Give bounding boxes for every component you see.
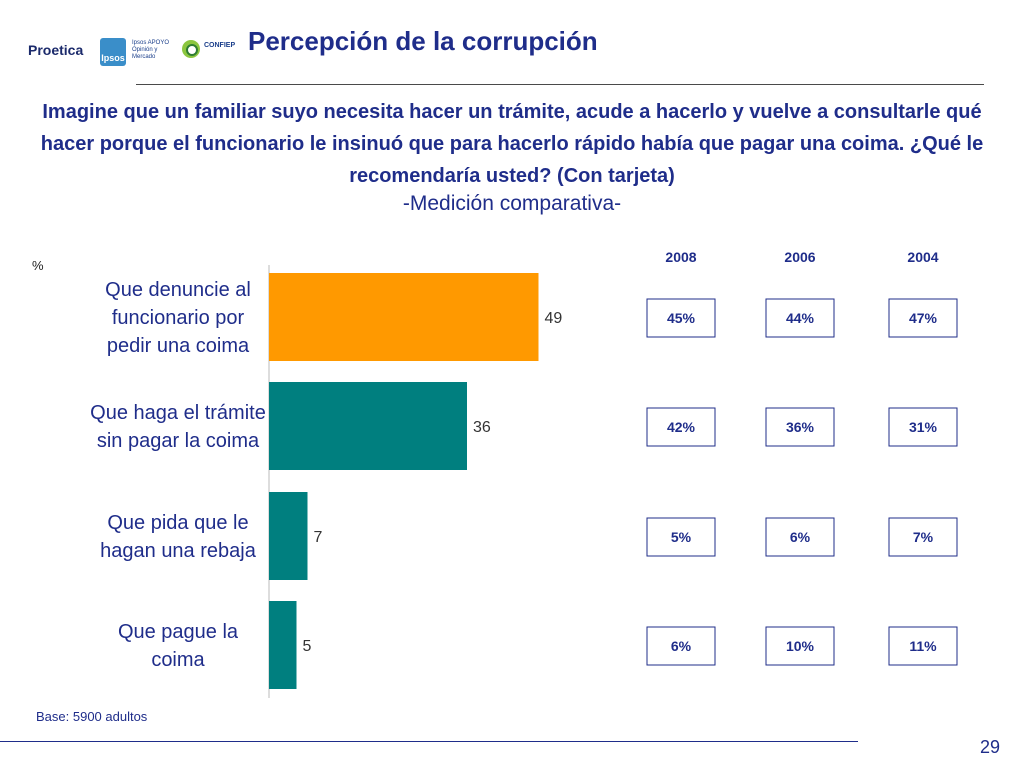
- logos: Proetica Ipsos Ipsos APOYO Opinión y Mer…: [24, 34, 246, 74]
- comparison-value-1-2: 31%: [909, 419, 938, 435]
- category-label-2: Que pida que le hagan una rebaja: [100, 512, 257, 562]
- ipsos-logo: Ipsos: [100, 38, 126, 66]
- comparison-value-0-2: 47%: [909, 310, 938, 326]
- unit-label: %: [32, 258, 44, 273]
- category-label-line: funcionario por: [112, 307, 245, 329]
- comparison-value-2-2: 7%: [913, 529, 934, 545]
- proetica-wordmark: Proetica: [28, 42, 84, 58]
- comparison-box-0-1: [765, 298, 835, 338]
- category-label-1: Que haga el trámite sin pagar la coima: [90, 402, 266, 452]
- bar-3: [269, 601, 297, 689]
- category-label-line: sin pagar la coima: [97, 430, 260, 452]
- survey-question: Imagine que un familiar suyo necesita ha…: [40, 101, 984, 187]
- page-subtitle: -Medición comparativa-: [402, 192, 622, 215]
- comparison-value-1-0: 42%: [667, 419, 696, 435]
- comparison-value-0-1: 44%: [786, 310, 815, 326]
- comparison-box-1-0: [646, 407, 716, 447]
- comparison-box-2-2: [888, 517, 958, 557]
- title-divider: [136, 84, 984, 85]
- comparison-box-3-1: [765, 626, 835, 666]
- year-header-2008: 2008: [665, 249, 696, 265]
- ipsos-logo-text: Ipsos APOYO Opinión y Mercado: [132, 40, 170, 60]
- comparison-value-3-0: 6%: [671, 638, 692, 654]
- comparison-value-1-1: 36%: [786, 419, 815, 435]
- confiep-logo: CONFIEP: [180, 38, 246, 66]
- comparison-box-1-2: [888, 407, 958, 447]
- category-label-0: Que denuncie al funcionario por pedir una …: [105, 279, 251, 357]
- comparison-value-0-0: 45%: [667, 310, 696, 326]
- category-label-line: Que pida que le: [107, 512, 248, 534]
- comparison-box-0-0: [646, 298, 716, 338]
- comparison-box-2-0: [646, 517, 716, 557]
- bar-2: [269, 492, 308, 580]
- comparison-value-2-0: 5%: [671, 529, 692, 545]
- page-title: Percepción de la corrupción: [248, 26, 598, 56]
- bar-0: [269, 273, 539, 361]
- comparison-value-3-1: 10%: [786, 638, 815, 654]
- value-label-2: 7: [314, 529, 323, 546]
- category-label-line: hagan una rebaja: [100, 540, 257, 562]
- category-label-3: Que pague la coima: [118, 621, 239, 671]
- footer-divider: [0, 741, 858, 742]
- category-label-line: Que pague la: [118, 621, 239, 643]
- base-note: Base: 5900 adultos: [36, 709, 148, 724]
- comparison-box-3-2: [888, 626, 958, 666]
- bar-1: [269, 382, 467, 470]
- confiep-wordmark: CONFIEP: [204, 42, 236, 49]
- year-header-2006: 2006: [784, 249, 815, 265]
- page-number: 29: [980, 737, 1001, 757]
- category-label-line: coima: [151, 649, 205, 671]
- comparison-value-2-1: 6%: [790, 529, 811, 545]
- comparison-box-3-0: [646, 626, 716, 666]
- comparison-value-3-2: 11%: [909, 638, 937, 654]
- category-label-line: Que denuncie al: [105, 279, 251, 301]
- category-label-line: Que haga el trámite: [90, 402, 266, 424]
- bar-chart: 2008 2006 2004 49 Que denuncie al funcionario…: [90, 249, 958, 698]
- proetica-logo: Proetica: [24, 34, 90, 74]
- value-label-1: 36: [473, 419, 491, 436]
- value-label-0: 49: [545, 310, 563, 327]
- comparison-box-1-1: [765, 407, 835, 447]
- category-label-line: pedir una coima: [107, 335, 250, 357]
- value-label-3: 5: [303, 638, 312, 655]
- confiep-icon-inner: [186, 44, 198, 56]
- comparison-box-2-1: [765, 517, 835, 557]
- comparison-box-0-2: [888, 298, 958, 338]
- year-header-2004: 2004: [907, 249, 938, 265]
